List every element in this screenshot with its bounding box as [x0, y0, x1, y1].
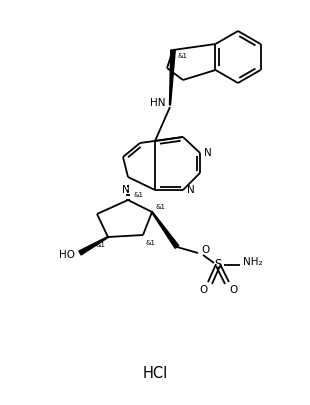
Text: &1: &1 — [133, 192, 143, 198]
Text: HO: HO — [59, 250, 75, 260]
Text: N: N — [204, 148, 212, 158]
Text: O: O — [200, 285, 208, 295]
Text: O: O — [229, 285, 237, 295]
Text: &1: &1 — [145, 240, 155, 246]
Polygon shape — [152, 212, 179, 248]
Text: O: O — [201, 245, 209, 255]
Text: &1: &1 — [96, 242, 106, 248]
Text: N: N — [122, 185, 130, 195]
Text: NH₂: NH₂ — [243, 257, 263, 267]
Text: HCl: HCl — [142, 365, 168, 381]
Polygon shape — [170, 50, 175, 105]
Text: HN: HN — [150, 98, 166, 108]
Polygon shape — [79, 237, 108, 255]
Text: S: S — [214, 258, 222, 271]
Text: &1: &1 — [178, 53, 188, 59]
Text: &1: &1 — [155, 204, 165, 210]
Text: N: N — [187, 185, 195, 195]
